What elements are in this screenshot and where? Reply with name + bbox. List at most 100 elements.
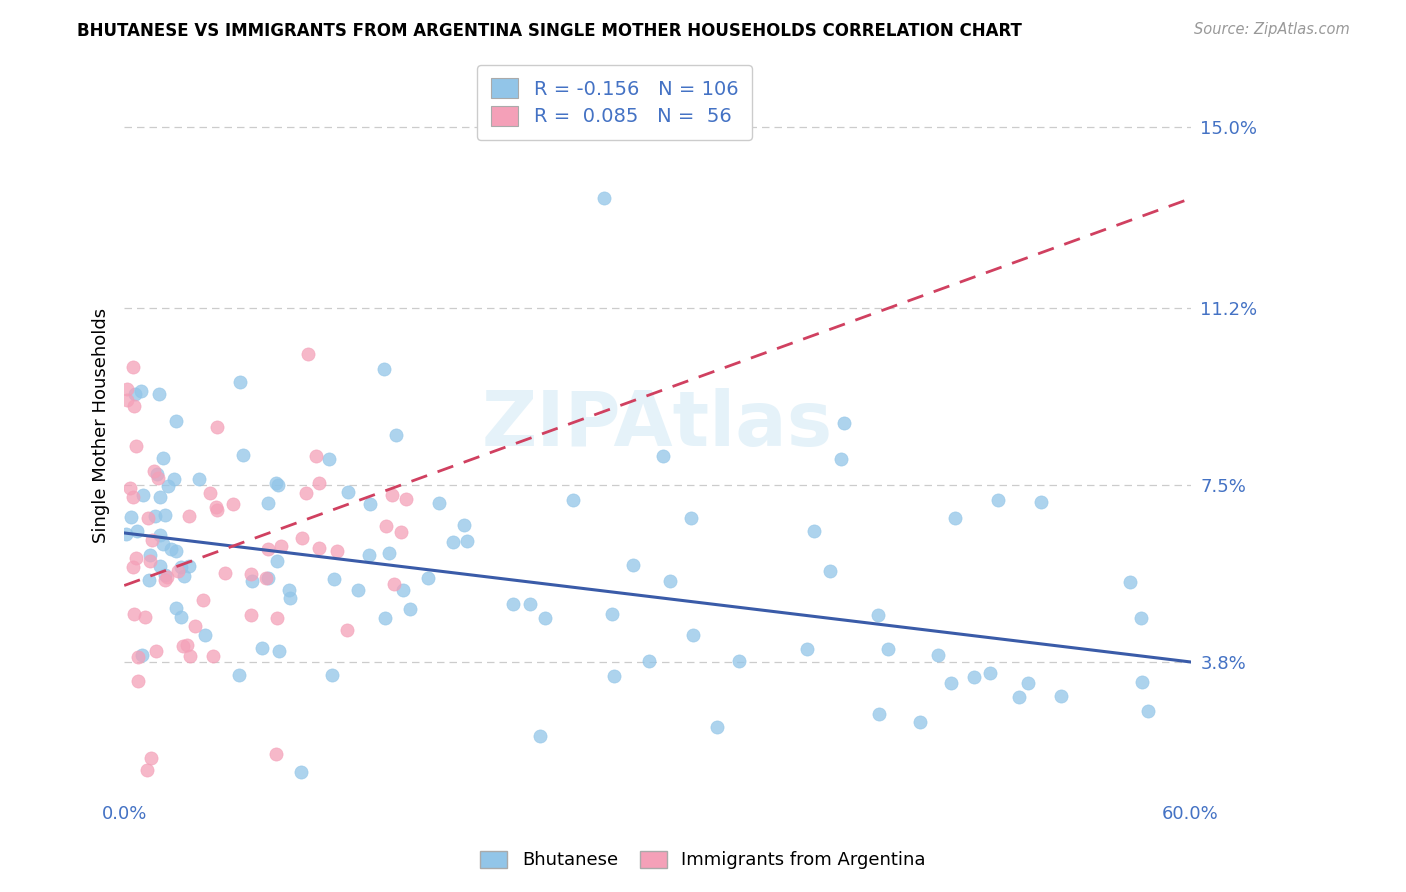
Point (637, 654, 659, 668)
Point (187, 472, 209, 486)
Point (297, 347, 319, 361)
Point (257, 496, 280, 510)
Point (205, 419, 228, 434)
Point (115, 392, 138, 407)
Point (374, 611, 396, 625)
Point (222, 497, 245, 511)
Point (201, 648, 224, 663)
Point (519, 597, 541, 611)
Point (264, 747, 287, 761)
Point (132, 488, 155, 502)
Point (453, 517, 475, 532)
Point (308, 541, 330, 555)
Point (295, 486, 318, 500)
Y-axis label: Single Mother Households: Single Mother Households (93, 308, 110, 543)
Point (153, 573, 176, 587)
Point (1129, 611, 1152, 625)
Point (1136, 704, 1159, 718)
Point (142, 464, 165, 478)
Point (803, 524, 825, 538)
Point (962, 670, 984, 684)
Point (121, 560, 143, 574)
Point (163, 472, 186, 486)
Point (122, 360, 145, 375)
Point (125, 439, 148, 453)
Point (416, 571, 439, 585)
Point (117, 382, 139, 396)
Legend: R = -0.156   N = 106, R =  0.085   N =  56: R = -0.156 N = 106, R = 0.085 N = 56 (478, 65, 752, 140)
Point (562, 493, 585, 508)
Point (240, 566, 263, 581)
Point (868, 607, 890, 622)
Point (728, 654, 751, 668)
Point (264, 475, 287, 490)
Point (600, 607, 623, 621)
Point (385, 428, 408, 442)
Point (122, 607, 145, 621)
Point (290, 764, 312, 779)
Point (1029, 495, 1052, 509)
Point (153, 508, 176, 522)
Point (229, 375, 252, 389)
Point (308, 475, 330, 490)
Point (136, 763, 159, 777)
Point (257, 571, 280, 585)
Point (593, 192, 616, 206)
Point (305, 449, 328, 463)
Point (1017, 676, 1039, 690)
Point (184, 619, 207, 633)
Point (621, 558, 644, 573)
Point (121, 490, 143, 504)
Point (139, 554, 162, 568)
Point (194, 628, 217, 642)
Point (267, 478, 290, 492)
Point (232, 449, 254, 463)
Point (214, 566, 236, 581)
Point (277, 583, 299, 598)
Point (179, 509, 201, 524)
Point (706, 720, 728, 734)
Point (1049, 689, 1071, 703)
Text: ZIPAtlas: ZIPAtlas (482, 388, 832, 462)
Point (868, 706, 890, 721)
Point (141, 533, 163, 547)
Point (122, 399, 145, 413)
Point (165, 601, 187, 615)
Point (169, 610, 191, 624)
Point (941, 675, 963, 690)
Point (250, 640, 273, 655)
Point (652, 449, 675, 463)
Point (145, 644, 167, 658)
Point (399, 601, 422, 615)
Point (176, 638, 198, 652)
Point (1008, 690, 1031, 705)
Legend: Bhutanese, Immigrants from Argentina: Bhutanese, Immigrants from Argentina (471, 842, 935, 879)
Point (240, 574, 263, 588)
Point (266, 610, 288, 624)
Point (322, 572, 344, 586)
Point (359, 497, 381, 511)
Point (389, 525, 412, 540)
Point (908, 715, 931, 730)
Point (679, 510, 702, 524)
Point (125, 551, 148, 566)
Point (173, 568, 195, 582)
Point (124, 386, 146, 401)
Point (682, 628, 704, 642)
Point (139, 750, 162, 764)
Point (927, 648, 949, 662)
Point (131, 384, 153, 399)
Point (149, 558, 172, 573)
Point (318, 452, 340, 467)
Point (269, 644, 291, 658)
Point (832, 417, 855, 431)
Point (148, 387, 170, 401)
Point (441, 534, 464, 549)
Point (427, 496, 450, 510)
Point (382, 577, 405, 591)
Point (603, 669, 626, 683)
Point (987, 493, 1010, 508)
Point (877, 642, 900, 657)
Point (149, 528, 172, 542)
Text: Source: ZipAtlas.com: Source: ZipAtlas.com (1194, 22, 1350, 37)
